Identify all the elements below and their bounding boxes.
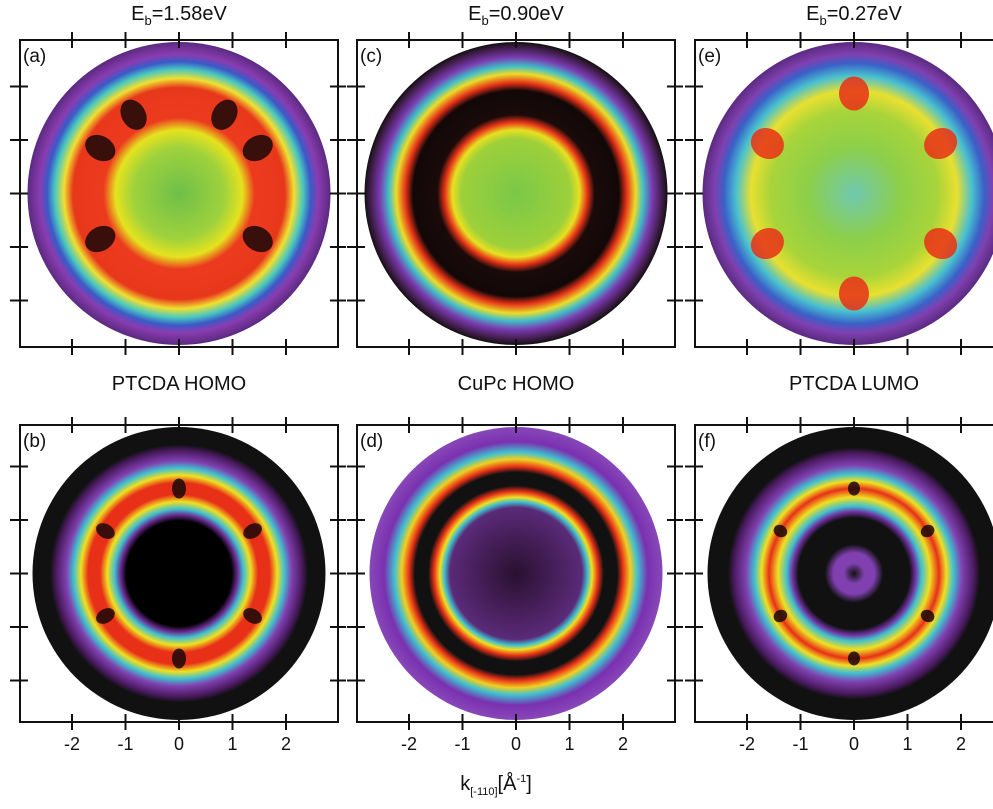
intensity-blob bbox=[839, 77, 869, 111]
momentum-map bbox=[28, 42, 331, 345]
figure: Eb=1.58eV(a)Eb=0.90eV(c)Eb=0.27eV(e)PTCD… bbox=[0, 0, 993, 804]
panel: CuPc HOMO -2 -1 0 1 2 (d) bbox=[347, 373, 683, 754]
x-tick-label: 0 bbox=[511, 734, 521, 754]
page: {"panels": [ {"title": {"main": "E", "su… bbox=[0, 0, 993, 804]
panel-title: CuPc HOMO bbox=[458, 373, 575, 395]
x-tick-label: -1 bbox=[792, 734, 808, 754]
panel: Eb=0.27eV (e) bbox=[685, 3, 993, 355]
panel-label: (b) bbox=[23, 431, 46, 452]
title-sub: b bbox=[820, 13, 827, 28]
intensity-blob bbox=[839, 276, 869, 310]
panel-label: (e) bbox=[698, 46, 721, 67]
panel-title: Eb=1.58eV bbox=[131, 3, 227, 28]
panel-label: (c) bbox=[360, 46, 382, 67]
x-tick-label: 1 bbox=[902, 734, 912, 754]
x-axis-label: k[-110][Å-1] bbox=[460, 772, 532, 798]
panel-title: PTCDA LUMO bbox=[789, 373, 919, 395]
x-tick-label: 2 bbox=[281, 734, 291, 754]
panel-title: Eb=0.27eV bbox=[806, 3, 902, 28]
x-tick-label: -2 bbox=[401, 734, 417, 754]
panel: PTCDA LUMO -2 -1 0 1 2 (f) bbox=[685, 373, 993, 754]
panel-label: (d) bbox=[360, 431, 383, 452]
momentum-map bbox=[370, 427, 663, 720]
title-text: CuPc HOMO bbox=[458, 373, 575, 395]
intensity-blob bbox=[172, 479, 186, 499]
intensity-blob bbox=[172, 648, 186, 668]
momentum-map bbox=[365, 42, 668, 345]
x-tick-label: 2 bbox=[618, 734, 628, 754]
intensity-blob bbox=[848, 651, 860, 665]
title-text: PTCDA LUMO bbox=[789, 373, 919, 395]
x-tick-label: -2 bbox=[64, 734, 80, 754]
title-main: E bbox=[468, 3, 481, 25]
x-tick-label: 1 bbox=[564, 734, 574, 754]
panel: Eb=0.90eV (c) bbox=[347, 3, 683, 355]
panel-title: Eb=0.90eV bbox=[468, 3, 564, 28]
title-rest: =1.58eV bbox=[152, 3, 228, 25]
panel-label: (a) bbox=[23, 46, 46, 67]
x-tick-label: -1 bbox=[117, 734, 133, 754]
momentum-map bbox=[708, 427, 993, 720]
panel-label: (f) bbox=[698, 431, 716, 452]
axis-close: ] bbox=[526, 773, 532, 795]
title-rest: =0.90eV bbox=[489, 3, 565, 25]
panel: PTCDA HOMO -2 -1 0 1 2 (b) bbox=[10, 373, 346, 754]
axis-sub: [-110] bbox=[470, 786, 497, 798]
axis-open: [Å bbox=[498, 772, 518, 795]
x-tick-label: 1 bbox=[227, 734, 237, 754]
x-tick-label: 0 bbox=[849, 734, 859, 754]
title-main: E bbox=[806, 3, 819, 25]
x-tick-label: 0 bbox=[174, 734, 184, 754]
title-rest: =0.27eV bbox=[827, 3, 903, 25]
x-tick-label: -1 bbox=[454, 734, 470, 754]
axis-sup: -1 bbox=[516, 773, 526, 785]
title-sub: b bbox=[482, 13, 489, 28]
title-sub: b bbox=[145, 13, 152, 28]
panel-title: PTCDA HOMO bbox=[112, 373, 246, 395]
panel: Eb=1.58eV (a) bbox=[10, 3, 346, 355]
x-tick-label: 2 bbox=[956, 734, 966, 754]
momentum-map bbox=[33, 427, 326, 720]
x-tick-label: -2 bbox=[739, 734, 755, 754]
title-text: PTCDA HOMO bbox=[112, 373, 246, 395]
title-main: E bbox=[131, 3, 144, 25]
intensity-blob bbox=[848, 482, 860, 496]
